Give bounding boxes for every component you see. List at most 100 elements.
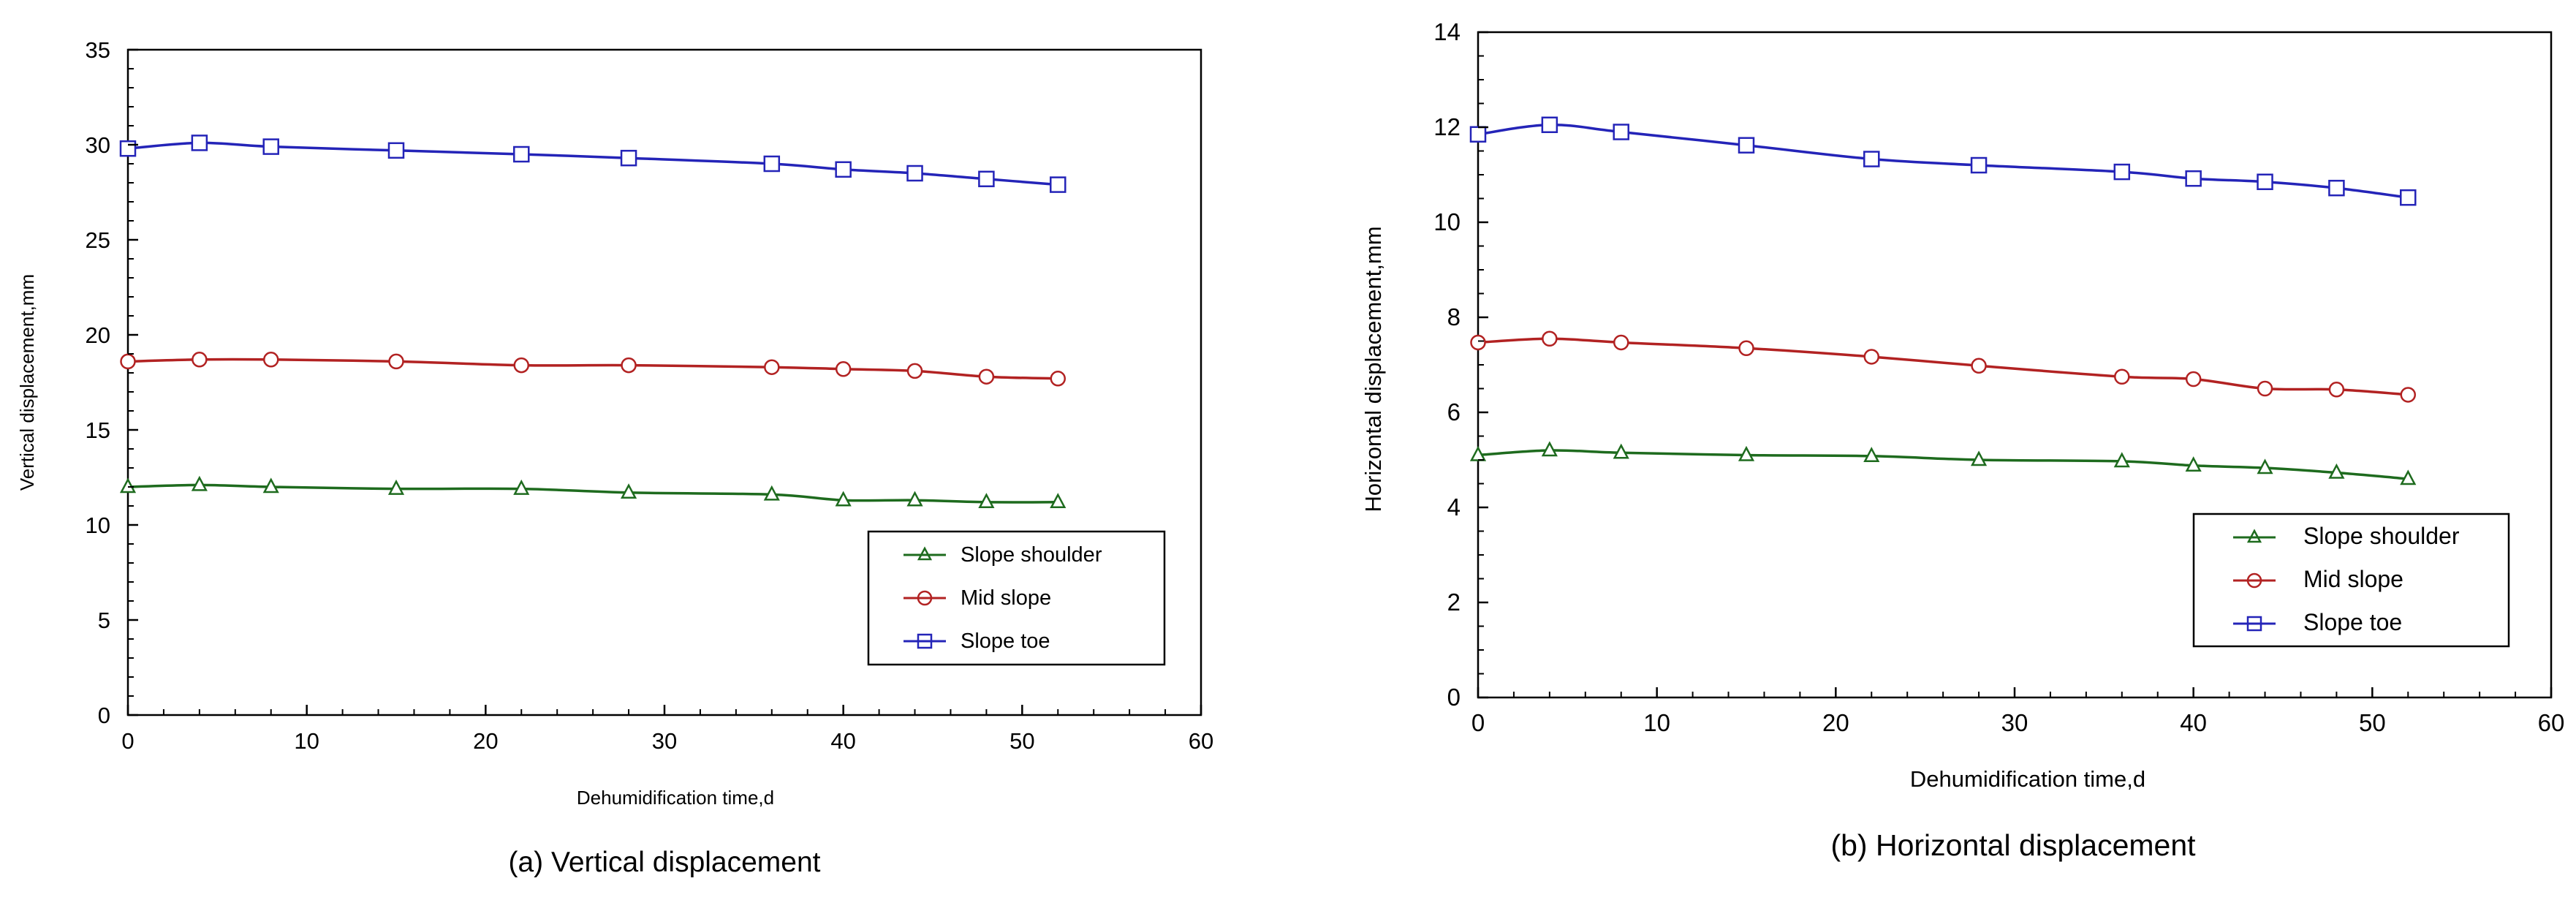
y-axis-label: Vertical displacement,mm xyxy=(16,274,38,491)
legend-marker-slope-toe xyxy=(917,633,933,649)
panel-vertical-displacement: Dehumidification time,d Vertical displac… xyxy=(16,37,1213,878)
data-point-slope-toe xyxy=(620,149,637,167)
data-point-slope-shoulder xyxy=(978,493,995,509)
series-slope-toe xyxy=(119,135,1067,193)
data-point-slope-shoulder xyxy=(2257,458,2273,474)
data-point-slope-toe xyxy=(2400,189,2417,206)
data-point-slope-shoulder xyxy=(2113,452,2130,468)
y-axis-label: Horizontal displacement,mm xyxy=(1360,226,1386,512)
data-point-mid-slope xyxy=(388,353,404,370)
data-point-mid-slope xyxy=(2257,380,2273,397)
x-tick-label: 40 xyxy=(2180,709,2207,736)
y-axis-ticks: 0 2 4 6 8 10 12 14 xyxy=(1433,18,1488,711)
legend-label-slope-shoulder: Slope shoulder xyxy=(961,543,1102,567)
data-point-slope-toe xyxy=(1469,126,1487,143)
data-point-slope-toe xyxy=(1970,156,1988,174)
panel-horizontal-displacement: Dehumidification time,d Horizontal displ… xyxy=(1360,18,2564,862)
data-point-slope-toe xyxy=(1050,176,1067,193)
y-tick-label: 30 xyxy=(86,132,110,158)
y-tick-label: 14 xyxy=(1433,18,1461,45)
series-mid-slope xyxy=(120,352,1067,387)
legend: Slope shoulder Mid slope Slope toe xyxy=(867,530,1166,666)
x-tick-label: 0 xyxy=(1471,709,1485,736)
data-point-mid-slope xyxy=(1470,334,1486,351)
data-point-slope-toe xyxy=(1863,151,1880,167)
data-point-mid-slope xyxy=(2114,368,2130,385)
x-tick-label: 60 xyxy=(1189,728,1213,754)
y-tick-label: 10 xyxy=(86,513,110,538)
data-point-mid-slope xyxy=(764,359,780,375)
y-tick-label: 15 xyxy=(86,417,110,443)
y-tick-label: 12 xyxy=(1433,113,1461,140)
y-tick-label: 20 xyxy=(86,322,110,348)
data-point-slope-shoulder xyxy=(2328,463,2345,479)
data-point-slope-shoulder xyxy=(1613,443,1629,459)
data-point-slope-shoulder xyxy=(513,479,530,495)
data-point-slope-toe xyxy=(835,161,852,178)
data-point-slope-toe xyxy=(2328,179,2345,197)
x-tick-label: 50 xyxy=(2359,709,2386,736)
data-point-mid-slope xyxy=(2400,387,2417,403)
data-point-slope-shoulder xyxy=(387,479,405,495)
legend-marker-slope-shoulder xyxy=(917,546,933,561)
data-point-slope-shoulder xyxy=(906,491,923,507)
series-slope-shoulder xyxy=(1469,441,2417,485)
data-point-mid-slope xyxy=(978,368,995,385)
series-mid-slope xyxy=(1470,330,2417,403)
data-point-slope-toe xyxy=(1613,124,1629,140)
data-point-slope-toe xyxy=(1541,116,1558,133)
data-point-mid-slope xyxy=(835,361,852,377)
data-point-slope-shoulder xyxy=(835,491,852,507)
data-point-slope-shoulder xyxy=(2400,469,2417,485)
x-tick-label: 30 xyxy=(652,728,677,754)
panel-caption: (b) Horizontal displacement xyxy=(1830,828,2196,862)
data-point-mid-slope xyxy=(2185,371,2202,387)
panel-caption: (a) Vertical displacement xyxy=(508,847,820,878)
data-point-slope-shoulder xyxy=(1738,445,1755,461)
data-point-slope-shoulder xyxy=(1050,493,1067,509)
data-point-slope-toe xyxy=(978,170,995,188)
legend-marker-mid-slope xyxy=(917,590,933,606)
x-tick-label: 10 xyxy=(1643,709,1670,736)
y-tick-label: 8 xyxy=(1447,303,1461,330)
data-point-mid-slope xyxy=(1542,330,1558,347)
data-point-slope-toe xyxy=(2113,163,2131,181)
legend-label-slope-toe: Slope toe xyxy=(961,629,1050,653)
x-axis-label: Dehumidification time,d xyxy=(577,787,774,809)
x-axis-label: Dehumidification time,d xyxy=(1910,766,2145,792)
data-point-mid-slope xyxy=(1738,340,1754,356)
data-point-slope-shoulder xyxy=(620,483,637,499)
data-point-mid-slope xyxy=(1863,349,1880,365)
data-point-slope-toe xyxy=(763,155,781,173)
legend-marker-mid-slope xyxy=(2246,572,2262,589)
data-point-mid-slope xyxy=(513,357,530,374)
data-point-slope-shoulder xyxy=(1970,450,1988,466)
data-point-slope-shoulder xyxy=(119,477,137,494)
data-point-slope-toe xyxy=(513,145,530,163)
data-point-slope-toe xyxy=(387,142,405,159)
y-tick-label: 4 xyxy=(1447,494,1461,521)
x-tick-label: 40 xyxy=(830,728,855,754)
legend-label-mid-slope: Mid slope xyxy=(2303,566,2403,592)
data-point-slope-toe xyxy=(2185,170,2202,187)
data-point-mid-slope xyxy=(192,352,208,368)
x-tick-label: 60 xyxy=(2538,709,2565,736)
data-point-slope-toe xyxy=(119,140,137,157)
data-point-slope-shoulder xyxy=(1541,441,1558,457)
data-point-slope-shoulder xyxy=(763,485,780,501)
x-axis-ticks: 0 10 20 30 40 50 60 xyxy=(121,705,1213,754)
legend-marker-slope-toe xyxy=(2246,616,2262,632)
data-point-mid-slope xyxy=(1971,358,1987,374)
x-tick-label: 10 xyxy=(294,728,319,754)
legend: Slope shoulder Mid slope Slope toe xyxy=(2192,513,2510,648)
series-slope-toe xyxy=(1469,116,2417,206)
y-tick-label: 35 xyxy=(86,37,110,63)
y-tick-label: 0 xyxy=(1447,684,1461,711)
x-tick-label: 30 xyxy=(2001,709,2028,736)
data-point-mid-slope xyxy=(1050,371,1067,387)
data-point-mid-slope xyxy=(906,363,923,379)
data-point-slope-toe xyxy=(906,165,923,182)
y-tick-label: 0 xyxy=(98,703,110,728)
data-point-mid-slope xyxy=(262,352,279,368)
